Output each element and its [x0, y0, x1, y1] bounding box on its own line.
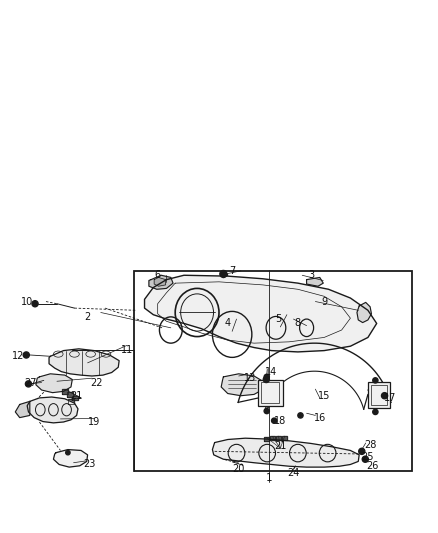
- Text: 24: 24: [287, 468, 300, 478]
- Circle shape: [66, 450, 70, 455]
- Text: 7: 7: [229, 266, 235, 276]
- Circle shape: [263, 376, 269, 383]
- Polygon shape: [68, 399, 74, 403]
- Circle shape: [362, 456, 368, 462]
- Text: 10: 10: [21, 296, 33, 306]
- Polygon shape: [67, 392, 73, 397]
- Polygon shape: [62, 389, 68, 393]
- Text: 20: 20: [233, 464, 245, 474]
- Polygon shape: [270, 437, 275, 440]
- Circle shape: [381, 393, 388, 399]
- Bar: [261, 382, 279, 403]
- Text: 11: 11: [121, 345, 133, 355]
- Circle shape: [264, 374, 269, 379]
- Text: 22: 22: [90, 377, 102, 387]
- Text: 25: 25: [362, 452, 374, 462]
- Text: 8: 8: [295, 318, 301, 328]
- Polygon shape: [53, 449, 88, 467]
- Circle shape: [373, 378, 378, 383]
- Polygon shape: [27, 397, 78, 423]
- Polygon shape: [72, 395, 78, 400]
- Text: 4: 4: [225, 318, 231, 328]
- Circle shape: [359, 448, 365, 455]
- Text: 1: 1: [266, 473, 273, 483]
- Polygon shape: [221, 272, 228, 278]
- Polygon shape: [149, 275, 173, 289]
- Text: 21: 21: [71, 391, 83, 401]
- Text: 2: 2: [85, 312, 91, 322]
- Text: 23: 23: [84, 459, 96, 470]
- Text: 18: 18: [274, 416, 286, 426]
- Text: 28: 28: [364, 440, 376, 450]
- Circle shape: [272, 418, 277, 423]
- Text: 19: 19: [88, 417, 100, 427]
- Polygon shape: [49, 349, 119, 376]
- Polygon shape: [282, 436, 287, 440]
- Bar: [258, 379, 283, 406]
- Text: 17: 17: [384, 393, 396, 403]
- Text: 9: 9: [321, 296, 327, 306]
- Text: 13: 13: [244, 373, 256, 383]
- Polygon shape: [212, 438, 359, 467]
- Text: 12: 12: [12, 351, 24, 361]
- Circle shape: [25, 381, 32, 387]
- Text: 21: 21: [274, 441, 286, 451]
- Text: 27: 27: [25, 377, 37, 387]
- Text: 15: 15: [318, 391, 330, 401]
- Text: 16: 16: [314, 413, 326, 423]
- Circle shape: [373, 409, 378, 415]
- Text: 14: 14: [265, 367, 278, 377]
- Polygon shape: [145, 275, 377, 352]
- Circle shape: [23, 352, 29, 358]
- Bar: [371, 385, 387, 405]
- Polygon shape: [36, 374, 72, 393]
- Circle shape: [298, 413, 303, 418]
- Polygon shape: [357, 302, 371, 322]
- Polygon shape: [15, 401, 30, 418]
- Polygon shape: [276, 436, 281, 440]
- Circle shape: [32, 301, 38, 307]
- Bar: [368, 382, 390, 408]
- Polygon shape: [221, 374, 263, 395]
- Polygon shape: [307, 278, 323, 286]
- Polygon shape: [264, 437, 269, 441]
- Text: 26: 26: [366, 461, 378, 471]
- Text: 5: 5: [275, 314, 281, 324]
- Circle shape: [264, 408, 269, 414]
- Polygon shape: [154, 278, 166, 286]
- Bar: [134, 271, 412, 472]
- Text: 3: 3: [308, 270, 314, 280]
- Circle shape: [220, 270, 227, 278]
- Text: 6: 6: [155, 270, 161, 280]
